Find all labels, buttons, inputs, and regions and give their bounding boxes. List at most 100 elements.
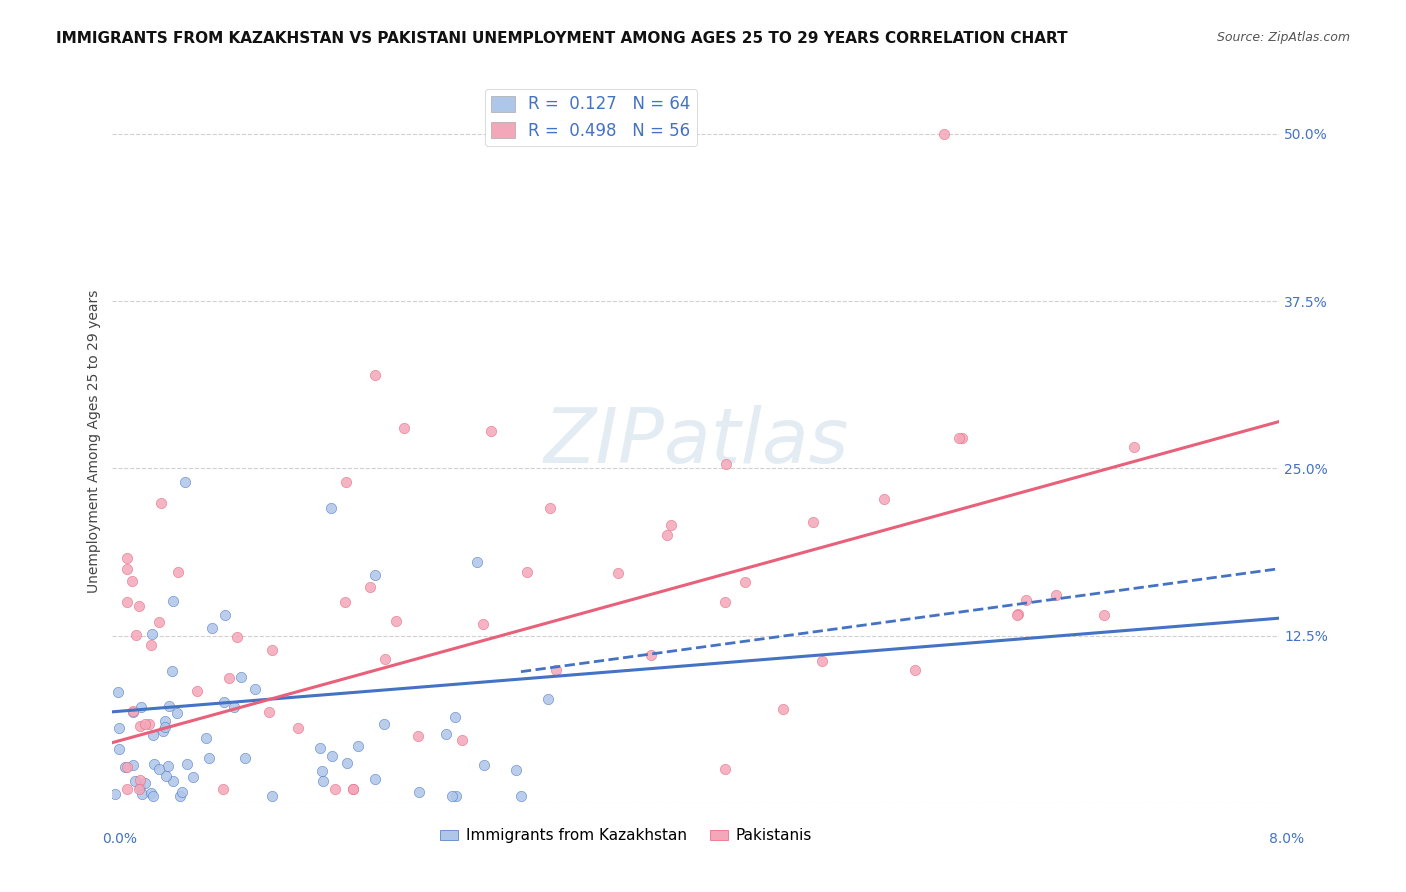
Point: [162, 773, 184, 788]
Point: [1015, 593, 1038, 607]
Point: [139, 638, 162, 652]
Point: [544, 664, 567, 678]
Point: [904, 663, 927, 677]
Point: [801, 515, 824, 529]
Point: [186, 684, 208, 698]
Point: [1005, 608, 1028, 623]
Point: [873, 491, 896, 506]
Point: [364, 568, 387, 582]
Point: [212, 782, 235, 797]
Point: [166, 706, 188, 720]
Point: [347, 739, 370, 754]
Point: [122, 704, 145, 718]
Point: [128, 782, 150, 797]
Point: [772, 702, 794, 716]
Point: [479, 424, 502, 438]
Point: [155, 720, 177, 734]
Point: [169, 789, 191, 804]
Point: [538, 501, 561, 516]
Point: [342, 782, 364, 797]
Point: [932, 127, 955, 141]
Point: [222, 700, 245, 714]
Point: [201, 621, 224, 635]
Text: Source: ZipAtlas.com: Source: ZipAtlas.com: [1216, 31, 1350, 45]
Text: ZIPatlas: ZIPatlas: [543, 405, 849, 478]
Point: [444, 789, 467, 804]
Point: [714, 762, 737, 776]
Point: [108, 741, 131, 756]
Point: [505, 763, 527, 777]
Point: [170, 785, 193, 799]
Text: IMMIGRANTS FROM KAZAKHSTAN VS PAKISTANI UNEMPLOYMENT AMONG AGES 25 TO 29 YEARS C: IMMIGRANTS FROM KAZAKHSTAN VS PAKISTANI …: [56, 31, 1069, 46]
Point: [321, 748, 343, 763]
Point: [287, 721, 309, 735]
Point: [1094, 608, 1116, 623]
Point: [259, 705, 281, 719]
Point: [139, 786, 162, 800]
Point: [149, 496, 172, 510]
Point: [108, 722, 131, 736]
Point: [335, 475, 357, 489]
Point: [128, 719, 150, 733]
Point: [152, 724, 174, 739]
Point: [195, 731, 218, 745]
Point: [122, 758, 145, 772]
Point: [716, 457, 738, 471]
Point: [364, 368, 387, 382]
Point: [115, 782, 138, 797]
Point: [948, 431, 970, 445]
Point: [129, 699, 152, 714]
Y-axis label: Unemployment Among Ages 25 to 29 years: Unemployment Among Ages 25 to 29 years: [87, 290, 101, 593]
Point: [157, 698, 180, 713]
Point: [810, 654, 832, 668]
Point: [451, 733, 474, 747]
Point: [229, 670, 252, 684]
Point: [162, 594, 184, 608]
Point: [115, 760, 138, 774]
Point: [734, 575, 756, 590]
Point: [134, 716, 156, 731]
Point: [167, 565, 190, 579]
Point: [323, 782, 346, 797]
Legend: R =  0.127   N = 64, R =  0.498   N = 56: R = 0.127 N = 64, R = 0.498 N = 56: [485, 88, 697, 146]
Point: [336, 756, 359, 770]
Point: [607, 566, 630, 580]
Point: [198, 751, 221, 765]
Point: [226, 630, 249, 644]
Point: [509, 789, 531, 804]
Point: [114, 760, 136, 774]
Point: [342, 782, 364, 797]
Point: [212, 695, 235, 709]
Point: [472, 616, 495, 631]
Point: [153, 714, 176, 729]
Point: [640, 648, 662, 663]
Point: [131, 788, 153, 802]
Point: [138, 716, 160, 731]
Point: [115, 595, 138, 609]
Point: [156, 758, 179, 772]
Point: [950, 431, 973, 445]
Point: [115, 551, 138, 566]
Text: 0.0%: 0.0%: [103, 832, 136, 846]
Point: [107, 685, 129, 699]
Point: [134, 776, 156, 790]
Point: [141, 627, 163, 641]
Point: [394, 421, 416, 435]
Point: [148, 615, 170, 630]
Point: [465, 555, 488, 569]
Point: [243, 682, 266, 697]
Point: [260, 643, 283, 657]
Point: [364, 772, 387, 787]
Point: [1122, 440, 1144, 454]
Point: [321, 501, 343, 516]
Point: [104, 787, 127, 801]
Point: [443, 710, 465, 724]
Point: [143, 757, 166, 772]
Point: [124, 774, 146, 789]
Point: [659, 518, 682, 533]
Point: [128, 772, 150, 787]
Point: [1045, 589, 1067, 603]
Point: [472, 758, 495, 772]
Point: [311, 764, 333, 778]
Point: [174, 475, 197, 489]
